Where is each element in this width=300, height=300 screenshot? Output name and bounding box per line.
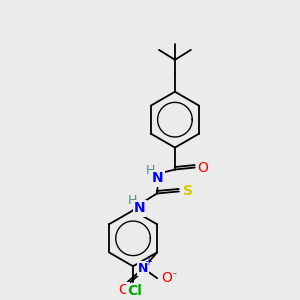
Text: H: H [145,164,155,177]
Text: N: N [138,262,148,275]
Text: N: N [152,172,164,185]
Text: O: O [118,283,129,297]
Text: H: H [128,194,137,207]
Text: +: + [144,257,152,267]
Text: N: N [134,201,146,215]
Text: O: O [197,160,208,175]
Text: S: S [183,184,193,199]
Text: Cl: Cl [128,284,142,298]
Text: -: - [172,268,176,278]
Text: O: O [161,271,172,285]
